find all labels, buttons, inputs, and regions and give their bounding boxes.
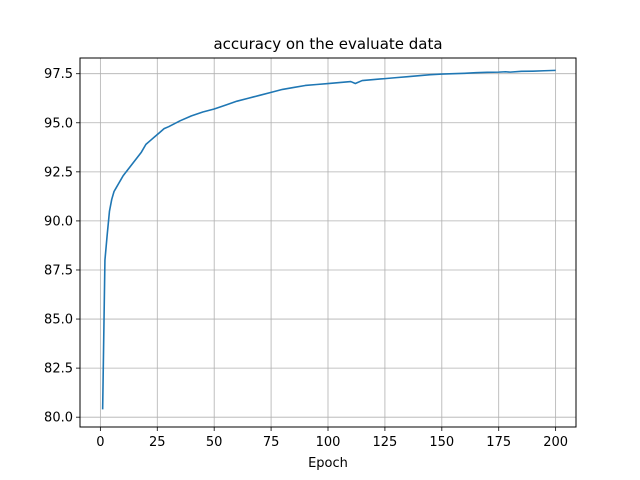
x-tick-label: 50: [206, 435, 223, 450]
x-tick-label: 200: [543, 435, 568, 450]
x-tick-label: 125: [372, 435, 397, 450]
y-tick-label: 82.5: [44, 362, 73, 377]
accuracy-line: [101, 69, 556, 410]
grid-layer: [80, 58, 576, 427]
x-tick-label: 100: [316, 435, 341, 450]
y-tick-label: 92.5: [44, 165, 73, 180]
x-tick-label: 75: [263, 435, 280, 450]
y-tick-label: 95.0: [44, 116, 73, 131]
series-layer: [101, 69, 556, 410]
x-tick-label: 0: [96, 435, 104, 450]
y-axis: 80.0 82.5 85.0 87.5 90.0 92.5 95.0 97.5: [44, 67, 80, 426]
y-tick-label: 87.5: [44, 263, 73, 278]
y-tick-label: 85.0: [44, 313, 73, 328]
x-axis: 0 25 50 75 100 125 150 175 200: [96, 427, 568, 450]
chart-title: accuracy on the evaluate data: [213, 35, 442, 53]
x-tick-label: 25: [149, 435, 166, 450]
x-tick-label: 150: [429, 435, 454, 450]
x-axis-label: Epoch: [308, 456, 348, 471]
x-tick-label: 175: [486, 435, 511, 450]
y-tick-label: 80.0: [44, 411, 73, 426]
y-tick-label: 90.0: [44, 214, 73, 229]
y-tick-label: 97.5: [44, 67, 73, 82]
